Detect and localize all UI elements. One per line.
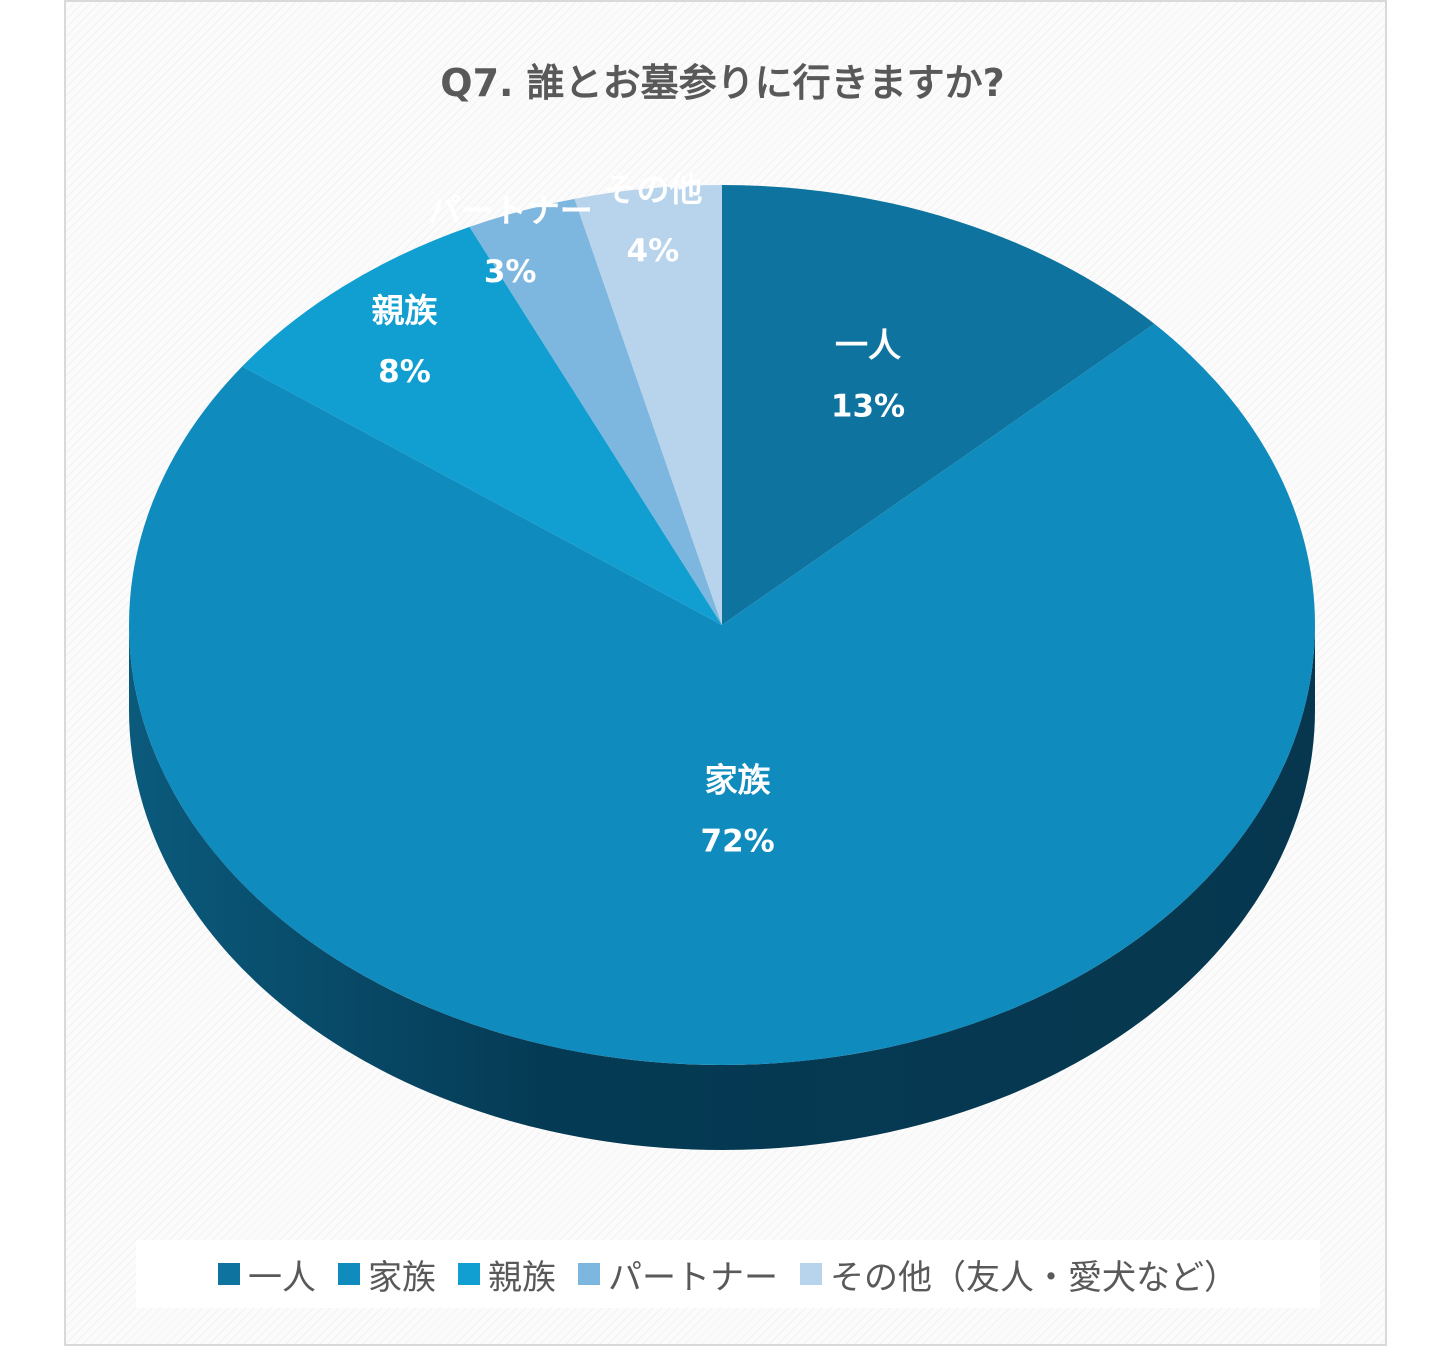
legend-swatch — [338, 1263, 360, 1285]
data-label-name: その他 — [603, 170, 702, 209]
data-label-name: 親族 — [371, 291, 437, 330]
legend-item: その他（友人・愛犬など） — [800, 1250, 1238, 1299]
legend-label: 親族 — [488, 1257, 556, 1298]
legend: 一人 家族 親族 パートナー その他（友人・愛犬など） — [136, 1240, 1320, 1308]
data-label-name: パートナー — [428, 191, 593, 230]
legend-item: パートナー — [578, 1250, 778, 1299]
data-label-percent: 4% — [627, 233, 680, 269]
legend-label: その他（友人・愛犬など） — [830, 1257, 1238, 1298]
pie-slice-partner — [469, 198, 722, 625]
pie-slice-family — [129, 323, 1315, 1065]
legend-item: 一人 — [218, 1250, 316, 1299]
legend-swatch — [800, 1263, 822, 1285]
data-label-name: 家族 — [705, 760, 771, 799]
legend-item: 家族 — [338, 1250, 436, 1299]
legend-swatch — [458, 1263, 480, 1285]
data-label-percent: 72% — [701, 823, 775, 859]
legend-label: 家族 — [368, 1257, 436, 1298]
pie-side-wall — [129, 625, 1315, 1150]
data-label-name: 一人 — [835, 326, 901, 365]
chart-title: Q7. 誰とお墓参りに行きますか? — [440, 61, 1005, 105]
legend-swatch — [578, 1263, 600, 1285]
legend-label: パートナー — [608, 1257, 778, 1298]
pie-slice-other — [574, 185, 722, 625]
data-label-percent: 13% — [831, 389, 905, 425]
data-label-percent: 3% — [484, 254, 537, 290]
legend-label: 一人 — [248, 1257, 316, 1298]
pie-slice-alone — [722, 185, 1155, 625]
data-label-percent: 8% — [378, 354, 431, 390]
legend-swatch — [218, 1263, 240, 1285]
legend-item: 親族 — [458, 1250, 556, 1299]
pie-slice-relatives — [242, 226, 722, 625]
